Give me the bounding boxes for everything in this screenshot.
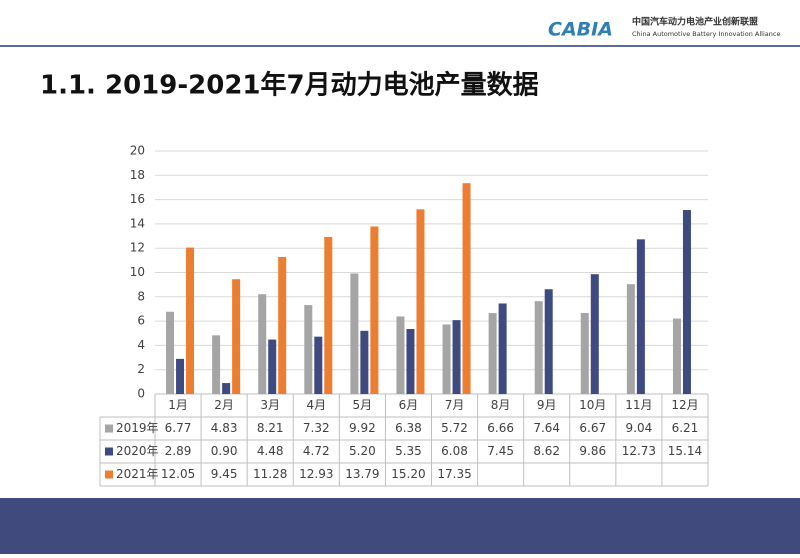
header-rule (0, 45, 800, 47)
x-tick-label: 5月 (353, 398, 373, 412)
table-value: 8.62 (533, 444, 560, 458)
table-value: 6.66 (487, 421, 514, 435)
table-value: 17.35 (437, 467, 471, 481)
table-value: 9.86 (579, 444, 606, 458)
table-value: 6.08 (441, 444, 468, 458)
bar (350, 273, 359, 394)
legend-label: 2019年 (116, 421, 159, 435)
x-tick-label: 2月 (214, 398, 234, 412)
table-value: 9.45 (211, 467, 238, 481)
bar (314, 336, 323, 394)
x-tick-label: 1月 (168, 398, 188, 412)
bar (544, 289, 553, 394)
table-value: 2.89 (165, 444, 192, 458)
legend-label: 2020年 (116, 444, 159, 458)
bar (406, 328, 415, 394)
bar (278, 256, 287, 394)
table-value: 13.79 (345, 467, 379, 481)
x-tick-label: 7月 (445, 398, 465, 412)
y-tick-label: 4 (137, 338, 145, 352)
table-value: 5.72 (441, 421, 468, 435)
bar (176, 358, 185, 394)
y-tick-label: 8 (137, 289, 145, 303)
legend-label: 2021年 (116, 467, 159, 481)
table-value: 15.20 (391, 467, 425, 481)
table-value: 7.64 (533, 421, 560, 435)
x-tick-label: 11月 (625, 398, 652, 412)
y-tick-label: 18 (130, 168, 145, 182)
bar (222, 383, 231, 394)
y-tick-label: 10 (130, 265, 145, 279)
footer-band (0, 498, 800, 554)
bar (442, 324, 451, 394)
bar (396, 316, 405, 394)
bar (580, 312, 589, 394)
x-tick-label: 10月 (579, 398, 606, 412)
bar (370, 226, 379, 394)
table-value: 6.38 (395, 421, 422, 435)
table-value: 9.92 (349, 421, 376, 435)
table-value: 6.77 (165, 421, 192, 435)
y-tick-label: 2 (137, 362, 145, 376)
bar (488, 313, 497, 394)
legend-swatch (105, 470, 113, 479)
bar (498, 303, 507, 394)
x-tick-label: 8月 (491, 398, 511, 412)
bar (324, 236, 333, 394)
table-value: 6.67 (579, 421, 606, 435)
bar (186, 247, 195, 394)
bar (590, 274, 599, 394)
y-tick-label: 6 (137, 314, 145, 328)
table-value: 11.28 (253, 467, 287, 481)
legend-swatch (105, 447, 113, 456)
slide-title: 1.1. 2019-2021年7月动力电池产量数据 (40, 70, 539, 101)
table-value: 12.05 (161, 467, 195, 481)
logo: CABIA (548, 19, 613, 41)
table-value: 15.14 (668, 444, 702, 458)
y-tick-label: 20 (130, 144, 145, 158)
bar (626, 284, 635, 394)
bar (534, 301, 543, 394)
bar (166, 311, 175, 394)
table-value: 6.21 (672, 421, 699, 435)
legend-swatch (105, 424, 113, 433)
x-tick-label: 3月 (260, 398, 280, 412)
bar (268, 339, 277, 394)
table-value: 7.45 (487, 444, 514, 458)
y-tick-label: 12 (130, 241, 145, 255)
bar (636, 239, 645, 394)
y-tick-label: 14 (130, 216, 145, 230)
org-en: China Automotive Battery Innovation Alli… (632, 30, 780, 38)
bar (682, 210, 691, 394)
table-value: 7.32 (303, 421, 330, 435)
bar (416, 209, 425, 394)
x-tick-label: 9月 (537, 398, 557, 412)
bar (232, 279, 241, 394)
y-tick-label: 16 (130, 192, 145, 206)
table-value: 0.90 (211, 444, 238, 458)
table-value: 4.83 (211, 421, 238, 435)
table-value: 5.35 (395, 444, 422, 458)
org-cn: 中国汽车动力电池产业创新联盟 (632, 16, 758, 28)
table-value: 12.93 (299, 467, 333, 481)
y-tick-label: 0 (137, 387, 145, 401)
table-value: 5.20 (349, 444, 376, 458)
table-value: 4.72 (303, 444, 330, 458)
bar (304, 305, 313, 394)
table-value: 12.73 (622, 444, 656, 458)
table-value: 4.48 (257, 444, 284, 458)
x-tick-label: 4月 (306, 398, 326, 412)
table-value: 9.04 (626, 421, 653, 435)
bar (212, 335, 221, 394)
bar (258, 294, 267, 394)
x-tick-label: 6月 (399, 398, 419, 412)
bar (672, 318, 681, 394)
bar (452, 320, 461, 394)
bar (462, 183, 471, 394)
table-value: 8.21 (257, 421, 284, 435)
x-tick-label: 12月 (671, 398, 698, 412)
bar (360, 330, 369, 394)
